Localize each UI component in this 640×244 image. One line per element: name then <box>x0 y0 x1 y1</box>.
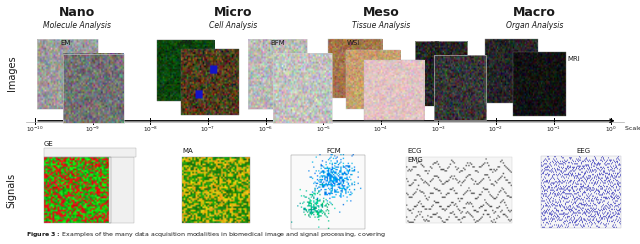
Bar <box>328 39 382 98</box>
Text: WSI: WSI <box>347 40 360 46</box>
Text: $10^{0}$: $10^{0}$ <box>605 125 617 134</box>
Bar <box>182 157 250 223</box>
Text: $10^{-5}$: $10^{-5}$ <box>316 125 331 134</box>
Text: Signals: Signals <box>6 173 17 208</box>
Text: EM: EM <box>61 40 71 46</box>
Text: FM: FM <box>181 40 191 46</box>
Text: $10^{-4}$: $10^{-4}$ <box>373 125 388 134</box>
Bar <box>248 39 307 109</box>
Text: EEG: EEG <box>576 148 590 154</box>
Text: FCM: FCM <box>326 148 341 154</box>
Text: Micro: Micro <box>214 6 253 19</box>
Bar <box>63 54 124 123</box>
Text: $10^{-6}$: $10^{-6}$ <box>258 125 273 134</box>
Bar <box>485 39 538 103</box>
Bar <box>541 156 621 228</box>
Bar <box>346 50 400 109</box>
Text: US: US <box>430 41 440 48</box>
Text: Organ Analysis: Organ Analysis <box>506 21 563 30</box>
Text: EMG: EMG <box>408 157 424 163</box>
Text: GE: GE <box>44 141 53 147</box>
Bar <box>44 148 136 157</box>
Bar <box>44 157 111 223</box>
Bar <box>434 55 486 120</box>
Text: CT: CT <box>501 40 510 46</box>
Text: $10^{-2}$: $10^{-2}$ <box>488 125 504 134</box>
Bar <box>181 49 239 115</box>
Bar <box>406 157 512 223</box>
Bar <box>291 155 365 229</box>
Text: ECG: ECG <box>408 148 422 154</box>
Bar <box>109 157 134 223</box>
Text: Macro: Macro <box>513 6 556 19</box>
Text: Images: Images <box>6 55 17 91</box>
Bar <box>364 60 424 120</box>
Text: $\bf{Figure\ 3:}$ Examples of the many data acquisition modalities in biomedical: $\bf{Figure\ 3:}$ Examples of the many d… <box>26 230 386 239</box>
Text: $10^{-3}$: $10^{-3}$ <box>431 125 446 134</box>
Bar <box>157 40 214 101</box>
Text: $10^{-9}$: $10^{-9}$ <box>85 125 100 134</box>
Bar <box>415 41 467 106</box>
Text: MA: MA <box>182 148 193 154</box>
Bar <box>273 53 332 123</box>
Bar <box>513 52 566 116</box>
Text: Scale [m]: Scale [m] <box>625 125 640 130</box>
Text: Molecule Analysis: Molecule Analysis <box>43 21 111 30</box>
Text: BFM: BFM <box>270 40 285 46</box>
Text: Meso: Meso <box>362 6 399 19</box>
Text: $10^{-8}$: $10^{-8}$ <box>143 125 158 134</box>
Text: MRI: MRI <box>568 56 580 62</box>
Bar <box>37 39 98 109</box>
Text: $10^{-1}$: $10^{-1}$ <box>546 125 561 134</box>
Text: Cell Analysis: Cell Analysis <box>209 21 258 30</box>
Text: Tissue Analysis: Tissue Analysis <box>351 21 410 30</box>
Text: $10^{-10}$: $10^{-10}$ <box>26 125 44 134</box>
Text: $10^{-7}$: $10^{-7}$ <box>200 125 216 134</box>
Text: Nano: Nano <box>59 6 95 19</box>
